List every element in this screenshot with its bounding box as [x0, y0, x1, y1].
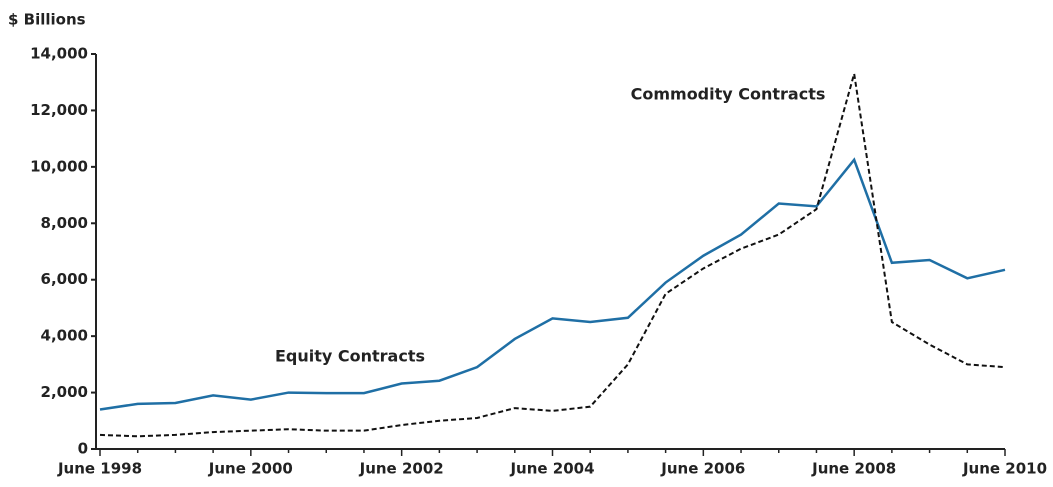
y-tick-label: 12,000 [30, 101, 88, 119]
y-tick-label: 2,000 [41, 383, 88, 401]
annotation: Equity Contracts [275, 347, 425, 366]
y-tick-label: 14,000 [30, 45, 88, 63]
x-tick-label: June 2000 [208, 460, 293, 478]
x-tick-label: June 2008 [811, 460, 896, 478]
y-tick-label: 8,000 [41, 214, 88, 232]
x-tick-label: June 2006 [660, 460, 745, 478]
series-line [99, 157, 1006, 411]
y-tick-label: 4,000 [41, 327, 88, 345]
y-tick-label: 6,000 [41, 270, 88, 288]
y-tick-label: 0 [78, 440, 88, 458]
annotation: Commodity Contracts [631, 85, 826, 104]
y-axis-label: $ Billions [8, 11, 86, 29]
x-tick-label: June 2002 [359, 460, 444, 478]
series-line [99, 73, 1006, 438]
y-tick-label: 10,000 [30, 157, 88, 175]
x-tick-label: June 1998 [57, 460, 142, 478]
x-tick-label: June 2004 [509, 460, 594, 478]
x-tick-label: June 2010 [962, 460, 1047, 478]
